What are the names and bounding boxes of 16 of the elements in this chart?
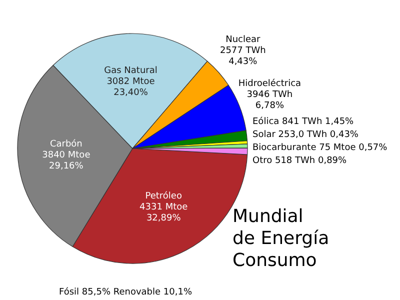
slice-label: Hidroeléctrica: [238, 78, 302, 90]
data-label: 4331 Mtoe 32,89%: [140, 202, 188, 224]
slice-label: Solar 253,0 TWh 0,43%: [252, 130, 359, 140]
slice-label: Otro 518 TWh 0,89%: [252, 156, 348, 166]
slice-label: Petróleo: [145, 190, 182, 202]
text: Mundial de Energía Consumo: [232, 206, 330, 272]
data-label: 2577 TWh 4,43%: [220, 46, 266, 68]
slice-label: Gas Natural: [104, 66, 158, 76]
data-label: 3946 TWh 6,78%: [246, 90, 293, 112]
slice-label: Nuclear: [226, 35, 261, 46]
slice-label: Eólica 841 TWh 1,45%: [252, 116, 354, 128]
data-label: 3840 Mtoe 29,16%: [42, 150, 91, 172]
slice-label: Biocarburante 75 Mtoe 0,57%: [252, 143, 388, 154]
data-label: 3082 Mtoe 23,40%: [106, 76, 156, 98]
text: Fósil 85,5% Renovable 10,1%: [59, 286, 192, 298]
slice-label: Carbón: [50, 138, 82, 150]
